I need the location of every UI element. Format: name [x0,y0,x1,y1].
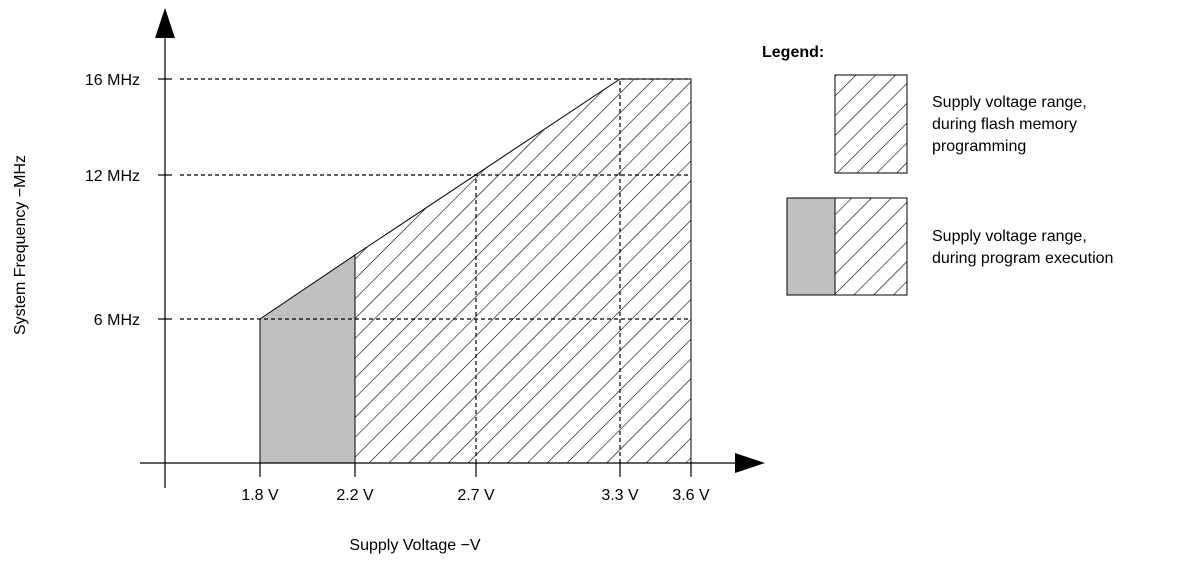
legend-swatch-program-execution-gray [786,197,836,296]
x-tick-label: 1.8 V [241,487,279,504]
x-axis-title: Supply Voltage −V [349,537,481,554]
legend-label-line: during program execution [932,250,1113,267]
x-tick-label: 2.7 V [457,487,495,504]
x-axis-arrow-icon [735,453,765,473]
y-axis-arrow-icon [155,8,175,38]
legend-label-line: Supply voltage range, [932,228,1087,245]
x-tick-labels: 1.8 V 2.2 V 2.7 V 3.3 V 3.6 V [241,463,710,504]
x-tick-label: 3.6 V [672,487,710,504]
x-tick-label: 3.3 V [601,487,639,504]
plot-area [180,78,692,464]
y-tick-label: 16 MHz [85,72,140,89]
y-axis-title: System Frequency −MHz [12,155,29,335]
legend-swatch-flash-programming [834,74,908,174]
legend-label-line: programming [932,138,1026,155]
region-flash-programming [354,78,692,464]
y-tick-label: 12 MHz [85,168,140,185]
legend-swatch-program-execution-hatch [834,197,908,296]
x-tick-label: 2.2 V [336,487,374,504]
y-tick-labels: 6 MHz 12 MHz 16 MHz [85,72,172,329]
legend-label-line: during flash memory [932,116,1077,133]
legend-title: Legend: [762,44,824,61]
region-program-execution [259,254,356,464]
legend: Legend: Supply voltage range, during fla… [762,44,1113,296]
y-tick-label: 6 MHz [94,312,140,329]
legend-label-line: Supply voltage range, [932,94,1087,111]
legend-label-flash-programming: Supply voltage range, during flash memor… [932,94,1091,155]
legend-label-program-execution: Supply voltage range, during program exe… [932,228,1113,267]
